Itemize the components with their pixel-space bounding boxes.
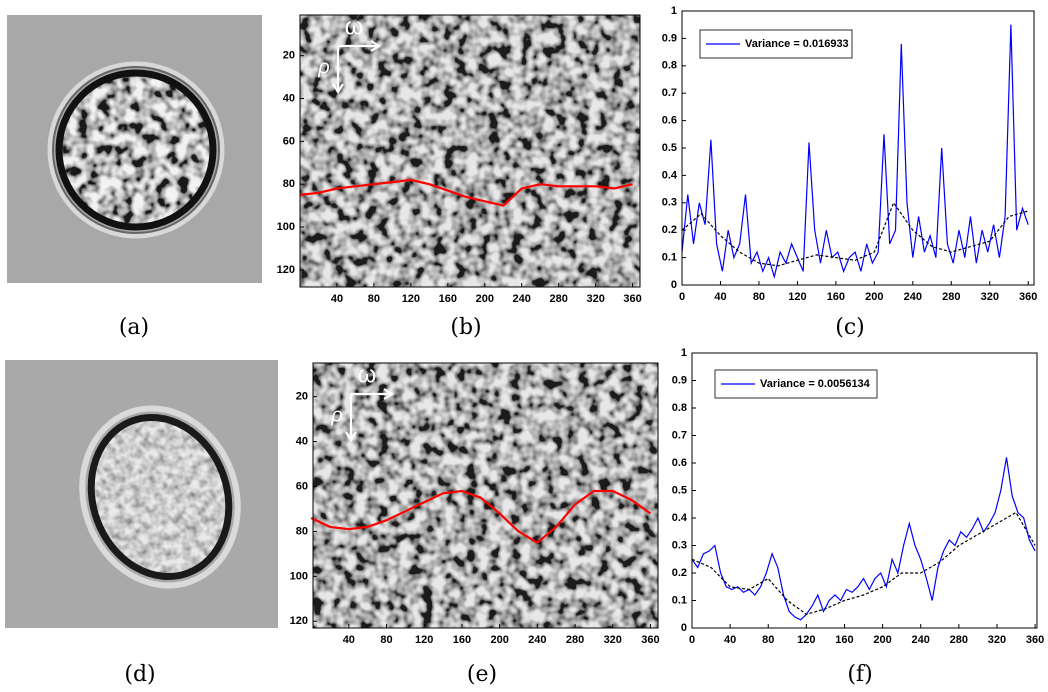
x-tick-label: 160 (835, 634, 853, 646)
x-tick-label: 240 (912, 634, 930, 646)
annotation: ω (358, 361, 377, 388)
y-tick-label: 0.3 (662, 197, 677, 209)
x-tick-label: 280 (942, 291, 960, 303)
y-tick-label: 20 (283, 50, 295, 62)
contour-line (299, 178, 633, 207)
y-tick-label: 80 (296, 525, 308, 537)
x-tick-label: 360 (1026, 634, 1044, 646)
axes-frame (299, 14, 641, 288)
y-tick-label: 0 (681, 622, 687, 634)
y-tick-label: 100 (290, 570, 308, 582)
panel-label: (f) (847, 662, 872, 687)
x-tick-label: 240 (513, 293, 531, 305)
y-tick-label: 0.9 (662, 32, 677, 44)
data-line (681, 201, 1029, 267)
y-tick-label: 0 (671, 279, 677, 291)
y-tick-label: 80 (283, 178, 295, 190)
x-tick-label: 280 (550, 293, 568, 305)
x-tick-label: 200 (490, 634, 508, 646)
x-tick-label: 360 (623, 293, 641, 305)
x-tick-label: 120 (402, 293, 420, 305)
y-tick-label: 0.1 (662, 252, 677, 264)
contour-line (310, 489, 652, 545)
cell-image (7, 15, 262, 283)
x-tick-label: 120 (788, 291, 806, 303)
x-tick-label: 160 (439, 293, 457, 305)
plot-area (692, 353, 1037, 628)
y-tick-label: 120 (290, 615, 308, 627)
annotation: ρ (317, 56, 329, 78)
y-tick-label: 0.9 (672, 374, 687, 386)
y-tick-label: 0.4 (662, 169, 678, 181)
x-tick-label: 40 (714, 291, 726, 303)
y-tick-label: 120 (277, 264, 295, 276)
x-tick-label: 80 (753, 291, 765, 303)
x-tick-label: 200 (865, 291, 883, 303)
annotation: ω (345, 13, 364, 40)
x-tick-label: 320 (604, 634, 622, 646)
y-tick-label: 0.2 (662, 224, 677, 236)
data-line (691, 511, 1036, 615)
x-tick-label: 80 (380, 634, 392, 646)
image-texture (300, 15, 640, 287)
x-tick-label: 320 (586, 293, 604, 305)
x-tick-label: 200 (873, 634, 891, 646)
panel-label: (c) (835, 315, 865, 340)
x-tick-label: 160 (827, 291, 845, 303)
y-tick-label: 60 (296, 480, 308, 492)
data-line (681, 24, 1029, 280)
y-tick-label: 0.7 (662, 87, 677, 99)
y-tick-label: 40 (296, 436, 308, 448)
arrow (332, 40, 382, 95)
y-tick-label: 0.6 (672, 457, 687, 469)
panel-label: (a) (119, 315, 149, 340)
y-tick-label: 60 (283, 135, 295, 147)
axes-frame (312, 362, 659, 629)
x-tick-label: 160 (453, 634, 471, 646)
x-tick-label: 0 (689, 634, 695, 646)
y-tick-label: 0.8 (672, 402, 687, 414)
x-tick-label: 240 (528, 634, 546, 646)
x-tick-label: 320 (988, 634, 1006, 646)
x-tick-label: 320 (981, 291, 999, 303)
y-tick-label: 0.7 (672, 429, 687, 441)
cell-image (5, 360, 278, 628)
y-tick-label: 0.3 (672, 539, 687, 551)
x-tick-label: 0 (679, 291, 685, 303)
y-tick-label: 100 (277, 221, 295, 233)
x-tick-label: 80 (762, 634, 774, 646)
y-tick-label: 1 (681, 347, 687, 359)
x-tick-label: 120 (797, 634, 815, 646)
panel-label: (b) (450, 315, 481, 340)
x-tick-label: 40 (343, 634, 355, 646)
x-tick-label: 200 (476, 293, 494, 305)
y-tick-label: 0.5 (662, 142, 677, 154)
y-tick-label: 1 (671, 5, 677, 17)
x-tick-label: 40 (331, 293, 343, 305)
y-tick-label: 0.6 (662, 115, 677, 127)
arrow (345, 388, 395, 443)
x-tick-label: 40 (724, 634, 736, 646)
x-tick-label: 80 (368, 293, 380, 305)
x-tick-label: 240 (904, 291, 922, 303)
legend-label: Variance = 0.0056134 (760, 378, 871, 390)
y-tick-label: 0.5 (672, 484, 687, 496)
y-tick-label: 20 (296, 391, 308, 403)
panel-label: (d) (124, 662, 155, 687)
x-tick-label: 280 (566, 634, 584, 646)
y-tick-label: 0.4 (672, 512, 688, 524)
x-tick-label: 280 (950, 634, 968, 646)
y-tick-label: 0.2 (672, 567, 687, 579)
annotation: ρ (330, 404, 342, 426)
y-tick-label: 0.8 (662, 60, 677, 72)
panel-label: (e) (467, 662, 497, 687)
x-tick-label: 360 (641, 634, 659, 646)
y-tick-label: 0.1 (672, 594, 687, 606)
image-texture (313, 363, 658, 628)
x-tick-label: 360 (1019, 291, 1037, 303)
x-tick-label: 120 (415, 634, 433, 646)
y-tick-label: 40 (283, 92, 295, 104)
legend-label: Variance = 0.016933 (745, 38, 849, 50)
